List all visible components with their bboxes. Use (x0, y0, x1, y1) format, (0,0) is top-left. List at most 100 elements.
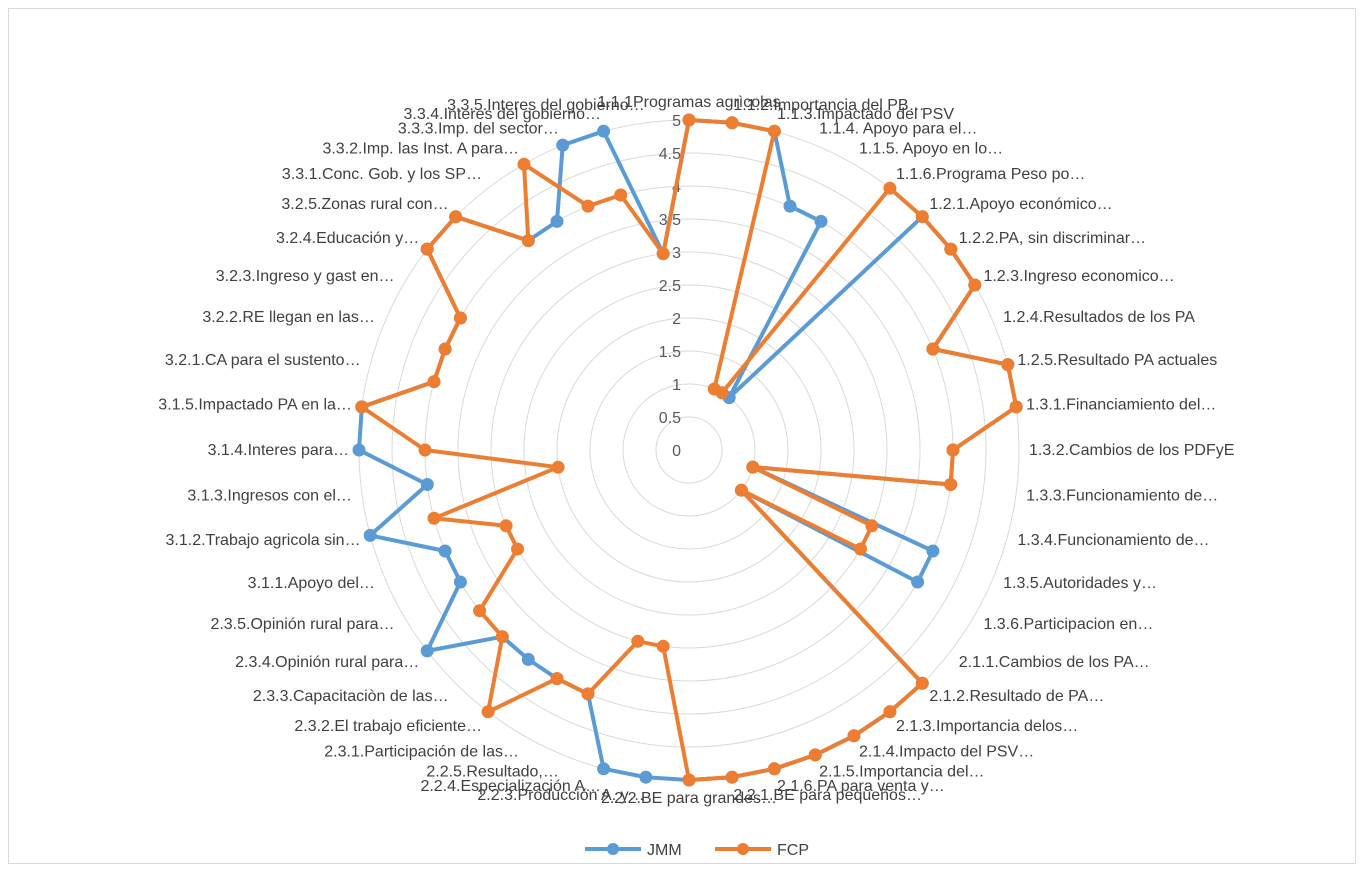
axis-label: 1.2.3.Ingreso economico… (983, 268, 1174, 285)
axis-label: 1.1.2.Importancia del PB… (733, 97, 924, 114)
series-point (946, 443, 960, 457)
axis-label: 3.1.5.Impactado PA en la… (158, 397, 352, 414)
grid-ring (655, 416, 723, 484)
series-point (521, 652, 535, 666)
series-point (746, 460, 760, 474)
axis-label: 2.1.5.Importancia del… (819, 764, 984, 781)
series-point (854, 542, 867, 556)
series-point (1009, 400, 1023, 414)
series-point (656, 639, 670, 653)
tick-label: 4.5 (659, 146, 681, 163)
series-point (725, 116, 739, 130)
tick-label: 2.5 (659, 278, 681, 295)
series-point (581, 687, 595, 701)
axis-label: 1.3.5.Autoridades y… (1003, 575, 1157, 592)
grid-ring (523, 284, 855, 616)
series-fcp (355, 113, 1023, 787)
axis-label: 1.3.3.Funcionamiento de… (1026, 487, 1218, 504)
series-point (418, 443, 432, 457)
series-point (556, 138, 570, 152)
series-point (915, 676, 929, 690)
axis-label: 1.2.5.Resultado PA actuales (1017, 352, 1217, 369)
series-point (511, 542, 524, 556)
axis-label: 2.3.2.El trabajo eficiente… (294, 718, 482, 735)
series-point (767, 124, 781, 138)
series-point (883, 181, 897, 195)
axis-label: 2.2.5.Resultado,… (426, 764, 559, 781)
axis-label: 2.2.3.Producción A. y… (477, 787, 644, 804)
axis-label: 1.3.6.Participacion en… (983, 616, 1153, 633)
axis-label: 3.2.1.CA para el sustento… (165, 352, 361, 369)
axis-label: 2.1.2.Resultado de PA… (929, 688, 1104, 705)
axis-label: 2.2.4.Especialización A… (420, 778, 601, 795)
series-point (639, 770, 653, 784)
series-point (915, 210, 929, 224)
grid-ring (622, 383, 756, 517)
series-point (499, 519, 513, 533)
axis-label: 1.1.5. Apoyo en lo… (859, 141, 1003, 158)
axis-label: 3.2.2.RE llegan en las… (202, 309, 375, 326)
axis-label: 3.3.1.Conc. Gob. y los SP… (282, 166, 482, 183)
axis-label: 3.3.2.Imp. las Inst. A para… (322, 141, 519, 158)
series-point (926, 544, 940, 558)
axis-label: 1.1.3.Impactado del PSV (777, 106, 954, 123)
axis-label: 2.2.1.BE para pequeños… (733, 787, 922, 804)
series-point (597, 124, 611, 138)
legend-item-fcp: FCP (715, 842, 809, 859)
series-point (682, 113, 696, 127)
axis-label: 1.2.1.Apoyo económico… (929, 196, 1112, 213)
series-point (944, 242, 958, 256)
series-point (521, 234, 535, 248)
axis-label: 1.3.1.Financiamiento del… (1026, 397, 1216, 414)
series-point (481, 705, 495, 719)
legend-marker (607, 843, 619, 855)
series-point (517, 157, 531, 171)
series-point (725, 770, 739, 784)
series-point (352, 443, 366, 457)
series-point (883, 705, 897, 719)
grid-ring (457, 218, 921, 682)
grid-ring (391, 152, 987, 748)
series-point (551, 460, 565, 474)
axis-label: 2.1.1.Cambios de los PA… (959, 654, 1150, 671)
radar-chart: 00.511.522.533.544.55 1.1.1Programas agr… (158, 94, 1234, 859)
series-point (926, 342, 940, 356)
grid-ring (556, 317, 822, 583)
series-point (734, 483, 748, 497)
series-point (420, 644, 434, 658)
legend: JMM FCP (585, 842, 809, 859)
tick-label: 3 (672, 245, 681, 262)
series-layer (352, 113, 1023, 787)
series-point (1001, 358, 1015, 372)
axis-label: 1.1.1Programas agrìcolas (597, 94, 780, 111)
series-point (715, 386, 729, 400)
axis-label: 3.2.4.Educación y… (276, 230, 419, 247)
series-point (550, 214, 564, 228)
series-point (808, 748, 822, 762)
tick-label: 0.5 (659, 410, 681, 427)
series-point (550, 672, 564, 686)
legend-item-jmm: JMM (585, 842, 682, 859)
tick-labels: 00.511.522.533.544.55 (659, 113, 681, 460)
tick-label: 1.5 (659, 344, 681, 361)
series-point (865, 519, 879, 533)
axis-label: 1.2.2.PA, sin discriminar… (959, 230, 1146, 247)
axis-label: 3.2.5.Zonas rural con… (281, 196, 448, 213)
series-point (767, 762, 781, 776)
axis-label: 3.1.3.Ingresos con el… (187, 487, 352, 504)
series-point (449, 210, 463, 224)
axis-labels: 1.1.1Programas agrìcolas1.1.2.Importanci… (158, 94, 1234, 807)
axis-label: 1.1.4. Apoyo para el… (819, 120, 977, 137)
series-point (453, 575, 467, 589)
axis-label: 1.1.6.Programa Peso po… (896, 166, 1085, 183)
series-point (847, 729, 861, 743)
axis-label: 3.3.5.Interes del gobierno… (447, 97, 644, 114)
series-point (783, 199, 797, 213)
axis-label: 3.3.4.Interes del gobierno… (404, 106, 601, 123)
legend-marker (737, 843, 749, 855)
series-point (682, 773, 696, 787)
axis-label: 1.2.4.Resultados de los PA (1003, 309, 1195, 326)
series-point (495, 630, 509, 644)
grid-ring (589, 350, 789, 550)
series-point (944, 478, 958, 491)
